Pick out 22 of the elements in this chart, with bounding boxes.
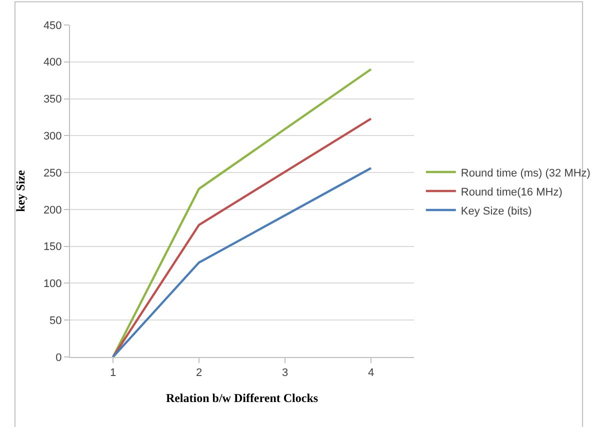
- y-tick-label: 300: [43, 130, 62, 143]
- line-series: [112, 118, 372, 357]
- y-tick-label: 450: [43, 20, 62, 32]
- line-series: [112, 68, 372, 357]
- y-tick-label: 150: [43, 241, 62, 254]
- x-tick-label: 1: [110, 367, 116, 380]
- y-tick-label: 100: [43, 278, 62, 290]
- y-tick-label: 400: [43, 56, 62, 69]
- x-tick-label: 2: [196, 367, 202, 380]
- line-series: [112, 167, 372, 357]
- x-axis-title: Relation b/w Different Clocks: [166, 391, 318, 406]
- y-tick-label: 200: [43, 204, 62, 216]
- x-tick-label: 3: [282, 367, 288, 380]
- y-tick-label: 350: [43, 94, 62, 106]
- legend-label: Key Size (bits): [460, 205, 532, 218]
- x-tick-label: 4: [368, 367, 374, 380]
- y-axis-title: key Size: [14, 170, 28, 212]
- legend-label: Round time (ms) (32 MHz): [460, 167, 590, 180]
- legend-label: Round time(16 MHz): [460, 186, 562, 198]
- y-tick-label: 250: [43, 167, 62, 180]
- y-tick-label: 0: [56, 352, 62, 364]
- y-tick-label: 50: [50, 314, 62, 327]
